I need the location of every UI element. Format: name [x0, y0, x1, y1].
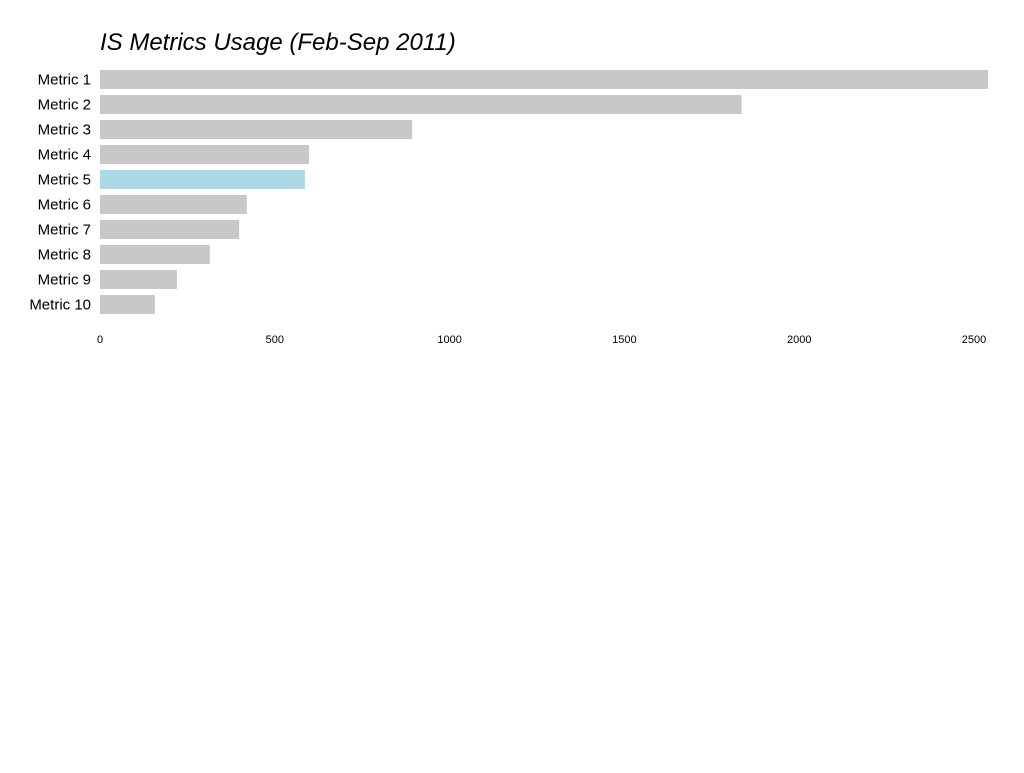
- category-label: Metric 2: [38, 97, 91, 114]
- bar-4: [100, 145, 310, 164]
- category-label: Metric 10: [29, 297, 91, 314]
- category-label: Metric 7: [38, 222, 91, 239]
- category-label: Metric 4: [38, 147, 91, 164]
- bar-9: [100, 270, 177, 289]
- x-tick-label: 1500: [612, 334, 636, 346]
- chart-title: IS Metrics Usage (Feb-Sep 2011): [100, 29, 456, 56]
- category-label: Metric 6: [38, 197, 91, 214]
- x-tick-label: 1000: [437, 334, 461, 346]
- category-label: Metric 3: [38, 122, 91, 139]
- bar-3: [100, 120, 413, 139]
- category-label: Metric 9: [38, 272, 91, 289]
- category-labels: Metric 1 Metric 2 Metric 3 Metric 4 Metric 5…: [29, 72, 91, 314]
- x-tick-label: 500: [266, 334, 284, 346]
- bar-10: [100, 295, 155, 314]
- category-label: Metric 1: [38, 72, 91, 89]
- x-tick-label: 0: [97, 334, 103, 346]
- x-axis-tick-labels: 0 500 1000 1500 2000 2500: [97, 334, 986, 346]
- x-tick-label: 2500: [962, 334, 986, 346]
- bar-8: [100, 245, 210, 264]
- category-label: Metric 8: [38, 247, 91, 264]
- bar-1: [100, 70, 988, 89]
- category-label: Metric 5: [38, 172, 91, 189]
- bar-2: [100, 95, 742, 114]
- bar-6: [100, 195, 247, 214]
- bars-layer: [100, 70, 988, 314]
- bar-7: [100, 220, 240, 239]
- bar-5: [100, 170, 305, 189]
- x-tick-label: 2000: [787, 334, 811, 346]
